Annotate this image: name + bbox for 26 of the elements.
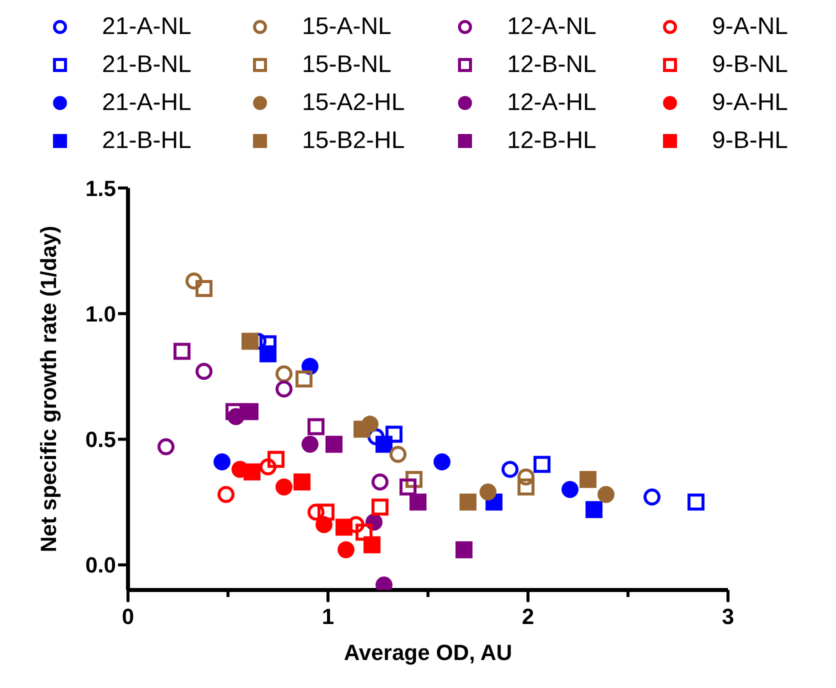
legend-label: 15-A-NL [302, 13, 392, 41]
legend-label: 9-A-HL [712, 89, 788, 117]
legend-label: 21-B-HL [102, 127, 192, 155]
y-tick-label: 1.5 [85, 176, 116, 201]
x-tick-label: 1 [322, 604, 334, 629]
y-tick-label: 0.5 [85, 427, 116, 452]
legend-label: 21-A-HL [102, 89, 192, 117]
legend-label: 21-B-NL [102, 51, 192, 79]
legend-label: 21-A-NL [102, 13, 192, 41]
legend-label: 12-B-NL [507, 51, 596, 79]
legend-label: 15-B-NL [302, 51, 392, 79]
x-axis-title: Average OD, AU [344, 640, 512, 665]
legend-label: 12-B-HL [507, 127, 596, 155]
legend-label: 9-B-HL [712, 127, 788, 155]
legend-label: 12-A-NL [507, 13, 596, 41]
legend-label: 12-A-HL [507, 89, 596, 117]
x-tick-label: 0 [122, 604, 134, 629]
legend-label: 9-B-NL [712, 51, 788, 79]
x-tick-label: 2 [522, 604, 534, 629]
y-tick-label: 1.0 [85, 301, 116, 326]
legend-label: 15-B2-HL [302, 127, 405, 155]
legend-label: 9-A-NL [712, 13, 788, 41]
x-tick-label: 3 [722, 604, 734, 629]
y-tick-label: 0.0 [85, 552, 116, 578]
legend-label: 15-A2-HL [302, 89, 405, 117]
y-axis-title: Net specific growth rate (1/day) [36, 226, 61, 552]
